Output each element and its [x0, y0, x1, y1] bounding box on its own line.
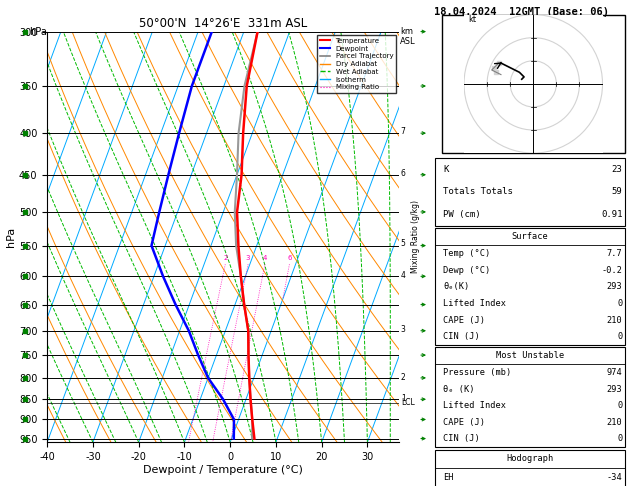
Text: 1: 1	[401, 394, 406, 403]
Text: km
ASL: km ASL	[400, 27, 416, 46]
Text: 3: 3	[401, 325, 406, 334]
Text: LCL: LCL	[401, 398, 415, 407]
Y-axis label: hPa: hPa	[6, 227, 16, 247]
Text: 293: 293	[607, 282, 623, 291]
Text: θₑ(K): θₑ(K)	[443, 282, 469, 291]
Text: 3: 3	[246, 256, 250, 261]
Text: 4: 4	[263, 256, 267, 261]
Text: Surface: Surface	[511, 232, 548, 241]
Text: 0: 0	[617, 434, 623, 443]
Bar	[435, 347, 625, 447]
Text: 6: 6	[401, 169, 406, 178]
Legend: Temperature, Dewpoint, Parcel Trajectory, Dry Adiabat, Wet Adiabat, Isotherm, Mi: Temperature, Dewpoint, Parcel Trajectory…	[317, 35, 396, 93]
Text: Totals Totals: Totals Totals	[443, 188, 513, 196]
Text: CIN (J): CIN (J)	[443, 332, 480, 341]
Text: 293: 293	[607, 384, 623, 394]
Text: CIN (J): CIN (J)	[443, 434, 480, 443]
Text: Dewp (°C): Dewp (°C)	[443, 265, 490, 275]
Text: 0: 0	[617, 299, 623, 308]
Text: hPa: hPa	[30, 27, 47, 37]
Text: 2: 2	[401, 372, 406, 382]
Text: Lifted Index: Lifted Index	[443, 299, 506, 308]
Bar	[442, 15, 625, 153]
Text: -0.2: -0.2	[601, 265, 623, 275]
Text: -34: -34	[607, 473, 623, 482]
Text: 2: 2	[223, 256, 228, 261]
Text: 4: 4	[401, 271, 406, 279]
Text: Hodograph: Hodograph	[506, 454, 554, 463]
Bar	[435, 228, 625, 345]
Text: 7.7: 7.7	[607, 249, 623, 258]
Text: EH: EH	[443, 473, 454, 482]
Bar	[435, 158, 625, 226]
Text: 974: 974	[607, 368, 623, 377]
Text: kt: kt	[469, 15, 477, 23]
Text: 210: 210	[607, 417, 623, 427]
Text: Most Unstable: Most Unstable	[496, 351, 564, 360]
Text: 0: 0	[617, 332, 623, 341]
Text: 210: 210	[607, 315, 623, 325]
Text: CAPE (J): CAPE (J)	[443, 315, 485, 325]
Bar	[435, 450, 625, 486]
Text: PW (cm): PW (cm)	[443, 210, 481, 219]
X-axis label: Dewpoint / Temperature (°C): Dewpoint / Temperature (°C)	[143, 465, 303, 475]
Text: 0: 0	[617, 401, 623, 410]
Text: Temp (°C): Temp (°C)	[443, 249, 490, 258]
Text: CAPE (J): CAPE (J)	[443, 417, 485, 427]
Text: Pressure (mb): Pressure (mb)	[443, 368, 511, 377]
Text: Mixing Ratio (g/kg): Mixing Ratio (g/kg)	[411, 200, 420, 274]
Text: 18.04.2024  12GMT (Base: 06): 18.04.2024 12GMT (Base: 06)	[434, 7, 609, 17]
Title: 50°00'N  14°26'E  331m ASL: 50°00'N 14°26'E 331m ASL	[139, 17, 308, 31]
Text: 59: 59	[612, 188, 623, 196]
Text: K: K	[443, 165, 448, 174]
Text: Lifted Index: Lifted Index	[443, 401, 506, 410]
Text: 6: 6	[287, 256, 292, 261]
Text: 0.91: 0.91	[601, 210, 623, 219]
Text: 5: 5	[401, 239, 406, 247]
Text: 7: 7	[401, 127, 406, 136]
Text: θₑ (K): θₑ (K)	[443, 384, 474, 394]
Text: 23: 23	[612, 165, 623, 174]
